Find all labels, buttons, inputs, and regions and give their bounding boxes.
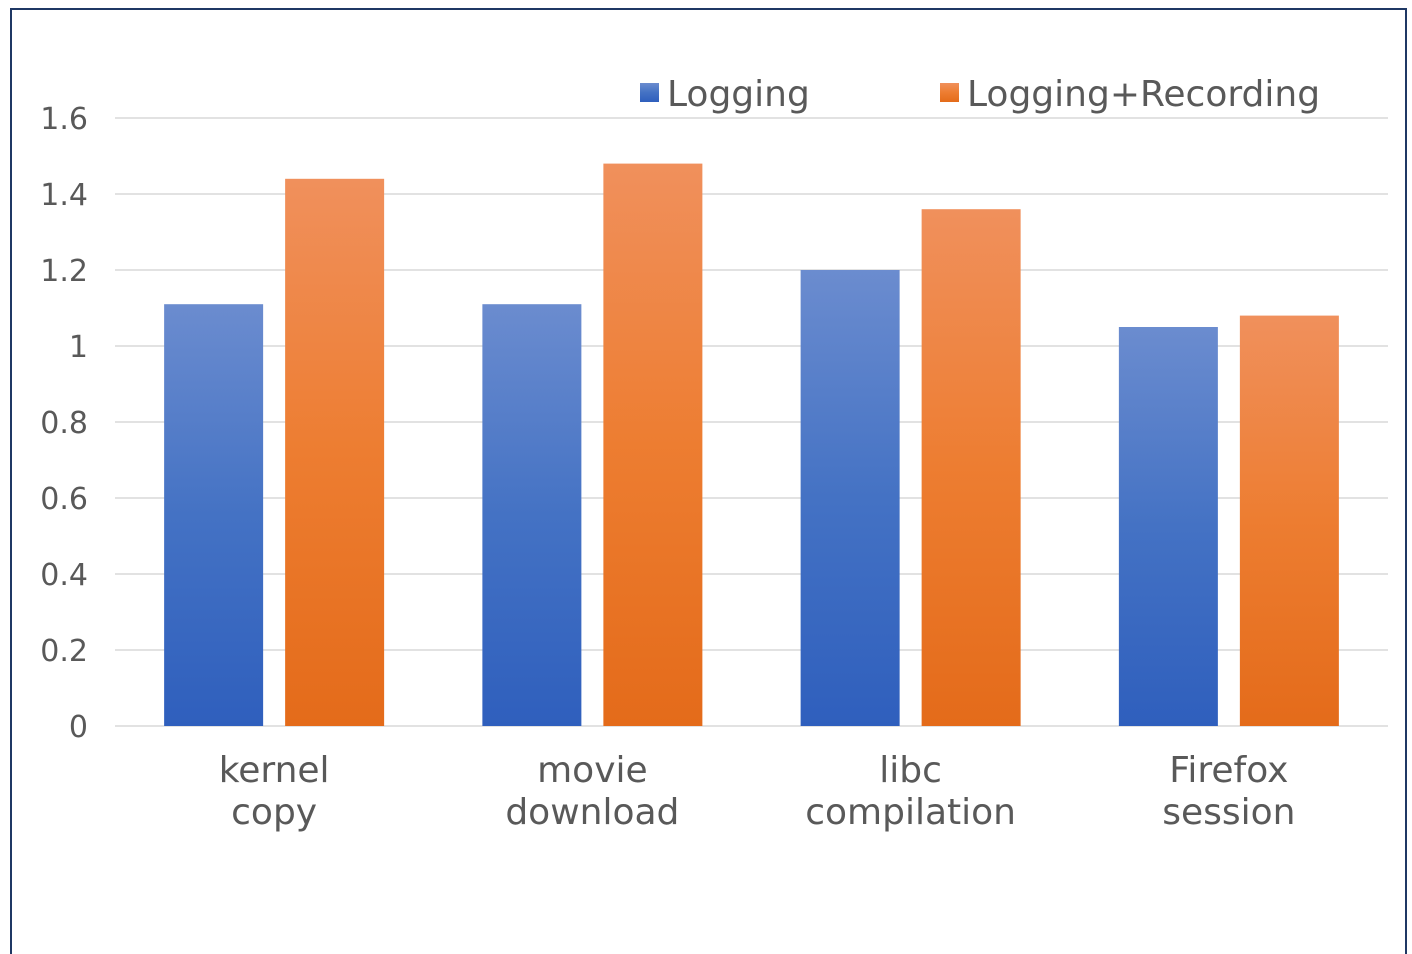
bar-logging bbox=[164, 304, 264, 726]
y-tick-label: 0.8 bbox=[40, 406, 88, 441]
x-category-label: kernel copy bbox=[219, 750, 330, 833]
x-category-label: movie download bbox=[505, 750, 679, 833]
x-category-label-line: kernel bbox=[219, 750, 330, 791]
x-category-label-line: movie bbox=[537, 750, 648, 791]
chart-border bbox=[10, 8, 1407, 954]
x-category-label: Firefox session bbox=[1162, 750, 1295, 833]
bar-logging bbox=[800, 270, 900, 726]
y-tick-label: 0.2 bbox=[40, 634, 88, 669]
legend-label: Logging bbox=[667, 74, 810, 115]
y-tick-label: 0.4 bbox=[40, 558, 88, 593]
y-tick-label: 1.6 bbox=[40, 102, 88, 137]
y-tick-label: 1 bbox=[69, 330, 88, 365]
x-category-label-line: Firefox bbox=[1169, 750, 1288, 791]
bar-logging bbox=[1118, 327, 1218, 726]
bars bbox=[164, 163, 1339, 727]
bar-logging-recording bbox=[285, 178, 385, 727]
legend-swatch bbox=[940, 83, 959, 102]
legend: Logging Logging+Recording bbox=[640, 74, 1320, 115]
x-category-label-line: compilation bbox=[805, 792, 1016, 833]
bar-logging bbox=[482, 304, 582, 726]
x-category-label-line: copy bbox=[231, 792, 317, 833]
legend-swatch bbox=[640, 83, 659, 102]
y-tick-label: 1.4 bbox=[40, 178, 88, 213]
x-category-label-line: download bbox=[505, 792, 679, 833]
y-tick-label: 0 bbox=[69, 710, 88, 745]
bar-logging-recording bbox=[921, 209, 1021, 726]
x-category-label: libc compilation bbox=[805, 750, 1016, 833]
y-tick-label: 1.2 bbox=[40, 254, 88, 289]
bar-logging-recording bbox=[603, 163, 703, 727]
legend-label: Logging+Recording bbox=[967, 74, 1320, 115]
y-tick-label: 0.6 bbox=[40, 482, 88, 517]
bar-logging-recording bbox=[1239, 315, 1339, 726]
y-axis-ticks: 0 0.2 0.4 0.6 0.8 1 1.2 1.4 1.6 bbox=[40, 102, 88, 745]
x-category-label-line: session bbox=[1162, 792, 1295, 833]
x-axis-categories: kernel copy movie download libc compilation Fi… bbox=[219, 750, 1296, 833]
x-category-label-line: libc bbox=[879, 750, 942, 791]
